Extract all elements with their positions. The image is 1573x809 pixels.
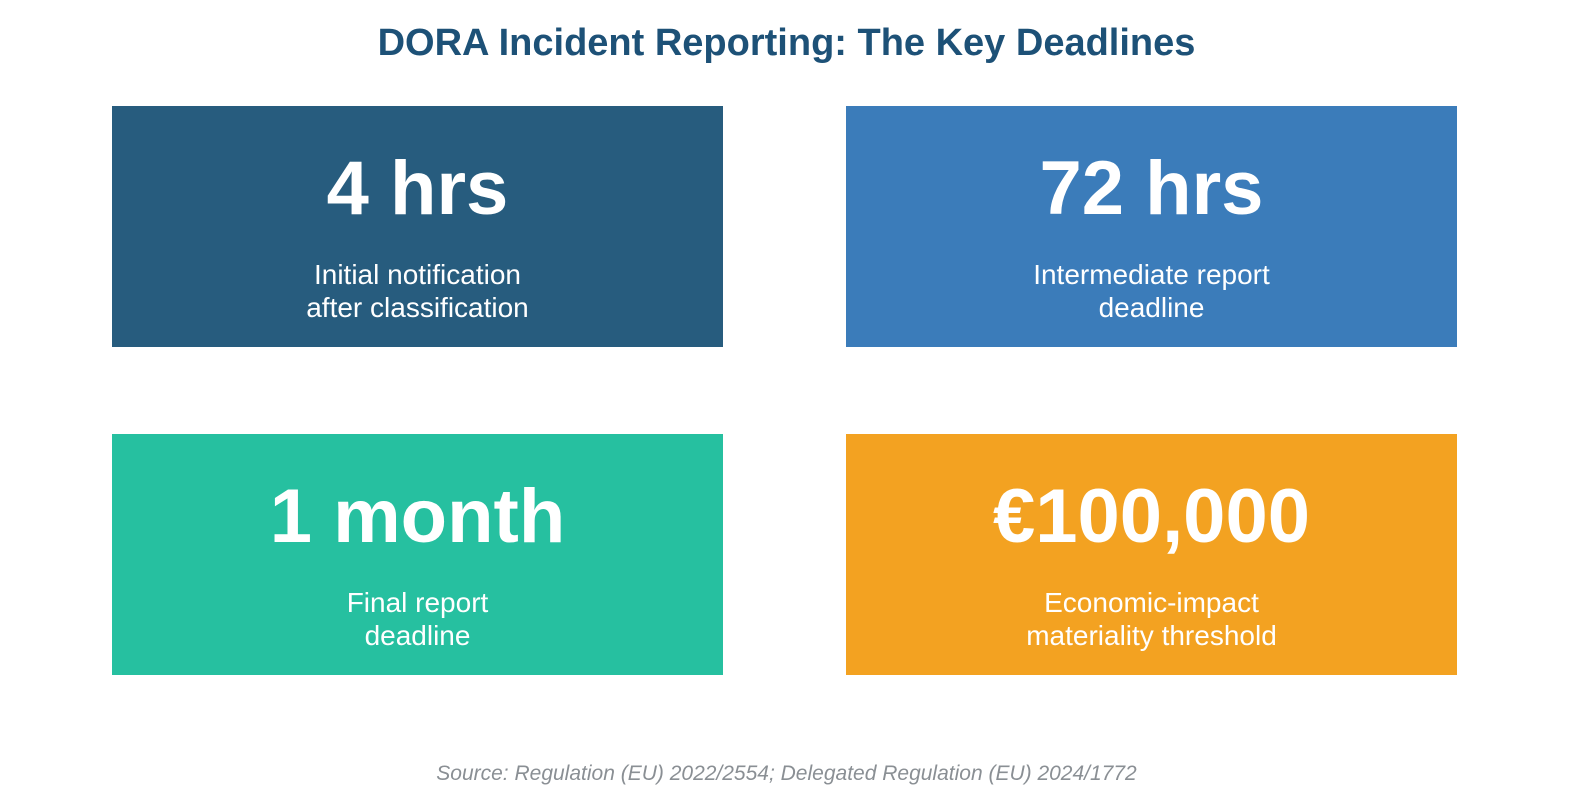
- card-value: €100,000: [993, 474, 1310, 559]
- card-value: 4 hrs: [326, 146, 509, 231]
- label-line: Economic-impact: [1044, 587, 1259, 618]
- card-label: Economic-impact materiality threshold: [846, 586, 1457, 652]
- label-line: after classification: [306, 292, 529, 323]
- label-line: Final report: [346, 587, 489, 618]
- title: DORA Incident Reporting: The Key Deadlin…: [377, 22, 1196, 64]
- card: 4 hrs Initial notification after classifi…: [112, 106, 723, 347]
- card: 1 month Final report deadline: [112, 434, 723, 675]
- label-line: deadline: [364, 620, 471, 651]
- card-value: 72 hrs: [1039, 146, 1264, 231]
- source-note: Source: Regulation (EU) 2022/2554; Deleg…: [436, 762, 1137, 785]
- label-line: Intermediate report: [1033, 259, 1270, 290]
- label-line: deadline: [1098, 292, 1205, 323]
- label-line: Initial notification: [313, 259, 521, 290]
- card-label: Intermediate report deadline: [846, 258, 1457, 324]
- card-label: Initial notification after classification: [112, 258, 723, 324]
- card: 72 hrs Intermediate report deadline: [846, 106, 1457, 347]
- card-label: Final report deadline: [112, 586, 723, 652]
- card-value: 1 month: [269, 474, 566, 559]
- label-line: materiality threshold: [1026, 620, 1277, 651]
- card: €100,000 Economic-impact materiality thre…: [846, 434, 1457, 675]
